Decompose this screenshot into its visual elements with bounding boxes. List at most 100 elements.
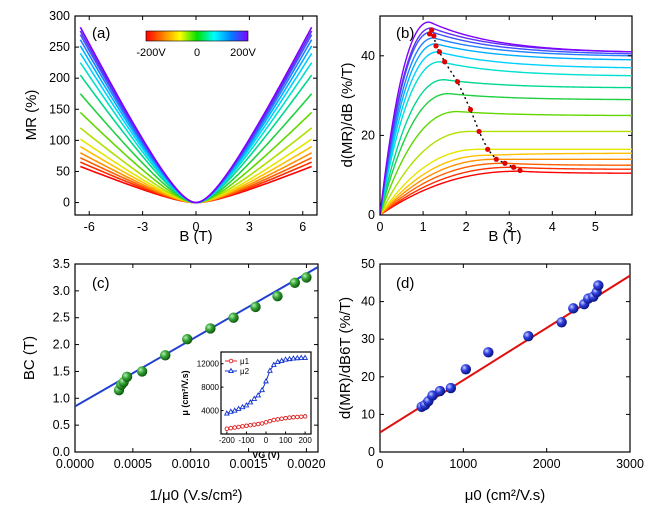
peak-marker <box>493 156 499 162</box>
b-xtick-label: 4 <box>549 220 556 234</box>
bc-point <box>121 371 133 382</box>
a-ytick-label: 0 <box>63 196 70 210</box>
mr-curve <box>79 111 313 204</box>
panel-c-frame <box>74 263 319 453</box>
c-ytick-label: 3.0 <box>53 284 70 298</box>
colorbar-label: 0 <box>194 47 200 59</box>
inset-point-mu1 <box>287 415 292 420</box>
inset-point-mu1 <box>283 415 288 421</box>
d-ytick-label: 40 <box>361 295 375 309</box>
bc-point <box>301 272 312 283</box>
a-ytick-label: 150 <box>49 102 70 116</box>
dmr-curve <box>380 61 632 215</box>
dmr-curve <box>380 158 632 215</box>
inset-ytick-label: 12000 <box>197 360 220 369</box>
dmr-point <box>434 385 446 397</box>
c-ytick-label: 2.0 <box>53 338 70 352</box>
inset-point-mu1 <box>291 415 296 420</box>
panel-b-ylabel: d(MR)/dB (%/T) <box>339 62 356 167</box>
dmr-curve <box>380 148 632 215</box>
panel-a: -6 -3 0 3 6 0 50 100 150 200 250 300 (a) -200V 0 200V… <box>23 9 318 245</box>
dmr-point <box>427 390 438 401</box>
dmr-point <box>593 280 604 291</box>
inset-point-mu2 <box>278 357 285 363</box>
panel-a-curves <box>79 26 313 204</box>
d-ytick-label: 50 <box>361 257 375 271</box>
inset-point-mu1 <box>236 424 241 430</box>
inset-point-mu1 <box>248 422 253 428</box>
panel-a-colorbar: -200V 0 200V <box>136 30 257 59</box>
inset-point-mu1 <box>295 414 300 420</box>
b-xtick-label: 2 <box>463 220 470 234</box>
panel-b-label: (b) <box>396 25 414 42</box>
inset-point-mu2 <box>266 367 273 373</box>
inset-ytick-label: 8000 <box>201 383 219 392</box>
bc-point <box>228 312 239 323</box>
inset-line <box>226 357 306 414</box>
peak-marker <box>442 59 448 65</box>
panel-b-xlabel: B (T) <box>488 228 521 245</box>
panel-c-xlabel: 1/μ0 (V.s/cm²) <box>149 487 242 504</box>
inset-ylabel: μ (cm²/V.s) <box>180 370 190 415</box>
inset-point-mu1 <box>279 416 284 422</box>
mr-curve <box>79 93 313 204</box>
peak-marker <box>502 160 508 166</box>
inset-xtick-label: 100 <box>279 436 293 445</box>
inset-xtick-label: -200 <box>219 436 236 445</box>
inset-point-mu1 <box>271 417 277 423</box>
inset-point-mu2 <box>263 377 269 384</box>
inset-point-mu1 <box>267 418 273 424</box>
panel-c-ylabel: BC (T) <box>21 336 38 380</box>
mr-curve <box>79 127 313 204</box>
inset-point-mu2 <box>286 355 293 362</box>
peak-marker <box>433 43 439 49</box>
panel-d-frame <box>379 263 631 453</box>
b-ytick-label: 20 <box>361 128 375 142</box>
inset-plot <box>223 354 309 431</box>
inset-xtick-label: -100 <box>238 436 255 445</box>
c-ytick-label: 0.5 <box>53 418 70 432</box>
c-xtick-label: 0.0020 <box>287 457 325 471</box>
inset-point-mu1 <box>252 422 257 427</box>
inset-xlabel: VG (V) <box>252 450 280 460</box>
a-ytick-label: 50 <box>56 164 70 178</box>
c-xtick-label: 0.0015 <box>229 457 267 471</box>
peak-marker <box>517 167 523 174</box>
panel-c: 0.0000 0.0005 0.0010 0.0015 0.0020 0.0 0.5 1.0 1… <box>21 257 326 504</box>
dmr-curve <box>380 110 632 215</box>
c-xtick-label: 0.0010 <box>172 457 210 471</box>
b-xtick-label: 5 <box>592 220 599 234</box>
dmr-curve <box>380 170 632 215</box>
legend-marker <box>228 358 234 364</box>
panel-d-xlabel: μ0 (cm²/V.s) <box>465 487 546 504</box>
d-xtick-label: 3000 <box>616 457 644 471</box>
inset-point-mu2 <box>259 386 266 393</box>
c-ytick-label: 1.5 <box>53 364 70 378</box>
d-ytick-label: 30 <box>361 332 375 346</box>
panel-d-plot <box>380 274 630 434</box>
a-ytick-label: 250 <box>49 40 70 54</box>
d-ytick-label: 0 <box>368 445 375 459</box>
panel-d-axes: 0 1000 2000 3000 0 10 20 30 40 50 <box>361 257 644 471</box>
bc-point <box>272 291 283 302</box>
a-xtick-label: -6 <box>84 220 95 234</box>
inset-point-mu2 <box>251 395 258 401</box>
peak-marker <box>454 79 461 85</box>
inset-point-mu1 <box>232 425 237 430</box>
d-ytick-label: 20 <box>361 370 375 384</box>
inset-point-mu1 <box>275 417 280 422</box>
inset-point-mu2 <box>270 361 277 367</box>
dmr-curve <box>380 37 632 215</box>
c-ytick-label: 0.0 <box>53 445 70 459</box>
inset-point-mu1 <box>228 425 234 431</box>
inset-point-mu2 <box>255 392 262 398</box>
inset-xtick-label: 200 <box>298 436 312 445</box>
c-ytick-label: 2.5 <box>53 311 70 325</box>
dmr-curve <box>380 51 632 215</box>
mr-curve <box>80 161 312 204</box>
peak-marker <box>429 27 435 33</box>
bc-point <box>182 334 193 345</box>
inset-point-mu2 <box>290 355 297 361</box>
panel-d: 0 1000 2000 3000 0 10 20 30 40 50 (d) μ0 (cm²/V.s… <box>337 257 644 504</box>
